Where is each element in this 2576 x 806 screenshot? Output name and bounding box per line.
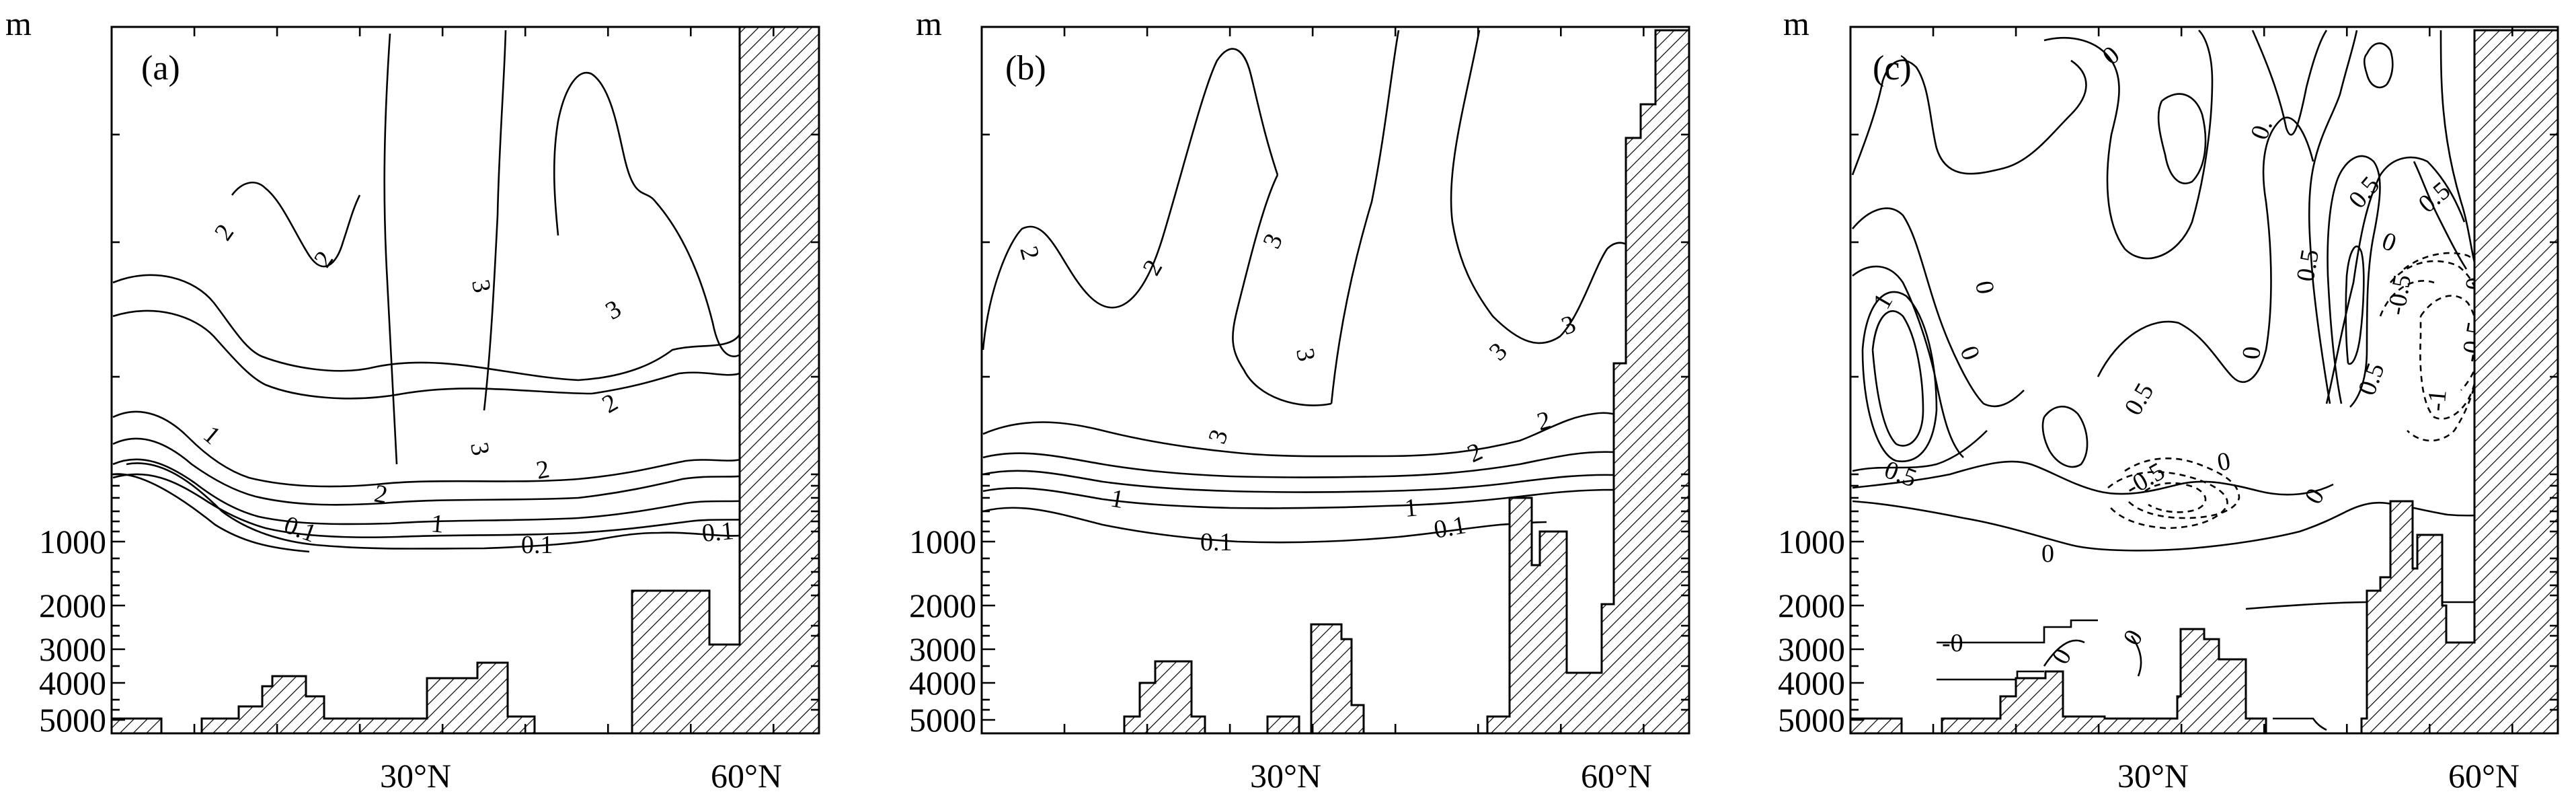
svg-text:0.1: 0.1 xyxy=(1432,511,1468,544)
svg-text:-0.5: -0.5 xyxy=(2382,272,2417,318)
panel-b: m (b) 2 2 3 3 3 3 3 2 2 1 1 0.1 0.1 xyxy=(909,5,1690,795)
y-tick-label: 5000 xyxy=(1778,701,1845,739)
svg-text:-0.5: -0.5 xyxy=(2121,457,2170,501)
topography xyxy=(1123,29,1690,735)
svg-text:0: 0 xyxy=(2046,644,2077,669)
svg-text:0.1: 0.1 xyxy=(521,531,553,559)
svg-text:0: 0 xyxy=(2378,227,2400,258)
x-tick-label: 60°N xyxy=(1581,757,1652,795)
y-axis-unit-label: m xyxy=(1783,5,1809,42)
panel-label: (b) xyxy=(1005,49,1046,87)
y-ticks: 1000 2000 3000 4000 5000 xyxy=(909,523,995,739)
x-tick-label: 30°N xyxy=(2117,757,2189,795)
y-tick-label: 5000 xyxy=(39,701,106,739)
svg-text:0.: 0. xyxy=(2245,116,2278,143)
y-tick-label: 1000 xyxy=(39,523,106,560)
svg-text:0.5: 0.5 xyxy=(2413,176,2456,219)
svg-text:3: 3 xyxy=(466,277,496,295)
panel-c: m (c) xyxy=(1778,5,2559,795)
x-tick-label: 60°N xyxy=(711,757,782,795)
svg-text:2: 2 xyxy=(1137,255,1168,280)
svg-text:2: 2 xyxy=(1534,406,1553,436)
svg-text:0.5: 0.5 xyxy=(1881,455,1920,493)
svg-text:0.1: 0.1 xyxy=(280,511,320,548)
y-axis-unit-label: m xyxy=(916,5,942,42)
y-ticks: 1000 2000 3000 4000 5000 xyxy=(1778,523,1864,739)
svg-text:3: 3 xyxy=(601,295,626,326)
svg-text:0.5: 0.5 xyxy=(2292,247,2325,283)
svg-text:0.1: 0.1 xyxy=(701,517,735,548)
y-tick-label: 4000 xyxy=(1778,664,1845,702)
svg-text:1: 1 xyxy=(1108,484,1126,515)
svg-text:3: 3 xyxy=(1290,346,1321,363)
svg-text:0: 0 xyxy=(2041,540,2054,568)
y-tick-label: 1000 xyxy=(909,523,976,560)
svg-text:1: 1 xyxy=(1403,493,1419,522)
svg-text:2: 2 xyxy=(1463,437,1487,468)
topography xyxy=(1849,29,2559,735)
y-tick-label: 2000 xyxy=(909,587,976,624)
svg-text:0.5: 0.5 xyxy=(2119,378,2159,420)
contour-lines xyxy=(982,30,1667,544)
y-tick-label: 4000 xyxy=(909,664,976,702)
y-tick-label: 2000 xyxy=(1778,587,1845,624)
y-tick-label: 4000 xyxy=(39,664,106,702)
y-axis-unit-label: m xyxy=(5,5,32,42)
x-ticks: 30°N 60°N xyxy=(380,757,782,795)
y-tick-label: 3000 xyxy=(39,630,106,668)
svg-text:-1: -1 xyxy=(2422,389,2452,412)
minor-ticks xyxy=(112,27,2558,733)
y-tick-label: 3000 xyxy=(909,630,976,668)
svg-text:2: 2 xyxy=(598,388,623,419)
plot-frame xyxy=(1849,26,2559,735)
x-tick-label: 60°N xyxy=(2448,757,2520,795)
svg-text:0: 0 xyxy=(1969,279,2000,296)
y-ticks: 1000 2000 3000 4000 5000 xyxy=(39,523,125,739)
topography xyxy=(110,26,820,735)
svg-text:3: 3 xyxy=(1484,337,1513,366)
svg-text:-0: -0 xyxy=(1942,629,1963,657)
svg-text:0: 0 xyxy=(2117,625,2148,650)
x-tick-label: 30°N xyxy=(1250,757,1321,795)
svg-text:0: 0 xyxy=(2097,41,2125,71)
contour-lines xyxy=(112,30,802,553)
y-tick-label: 5000 xyxy=(909,701,976,739)
svg-text:2: 2 xyxy=(309,246,339,273)
svg-text:0: 0 xyxy=(2237,345,2266,361)
y-tick-label: 2000 xyxy=(39,587,106,624)
x-tick-label: 30°N xyxy=(380,757,451,795)
svg-text:0.1: 0.1 xyxy=(1200,528,1233,556)
svg-text:3: 3 xyxy=(465,440,495,457)
svg-text:1: 1 xyxy=(430,509,445,538)
x-ticks: 30°N 60°N xyxy=(1250,757,1652,795)
y-tick-label: 3000 xyxy=(1778,630,1845,668)
svg-text:2: 2 xyxy=(1014,243,1044,262)
panel-a: m (a) 2 2 3 3 3 1 2 2 2 1 0.1 xyxy=(5,5,820,795)
panel-label: (c) xyxy=(1873,49,1912,87)
svg-text:1: 1 xyxy=(198,420,226,450)
x-ticks: 30°N 60°N xyxy=(2117,757,2520,795)
svg-text:3: 3 xyxy=(1257,229,1288,253)
svg-text:3: 3 xyxy=(1203,426,1234,447)
panel-label: (a) xyxy=(141,49,180,87)
contour-labels: 2 2 3 3 3 3 3 2 2 1 1 0.1 0.1 xyxy=(1014,229,1579,556)
svg-text:2: 2 xyxy=(209,219,239,246)
plot-frame xyxy=(110,26,820,735)
y-tick-label: 1000 xyxy=(1778,523,1845,560)
svg-text:0: 0 xyxy=(1955,342,1986,364)
contour-lines xyxy=(1851,30,2556,731)
